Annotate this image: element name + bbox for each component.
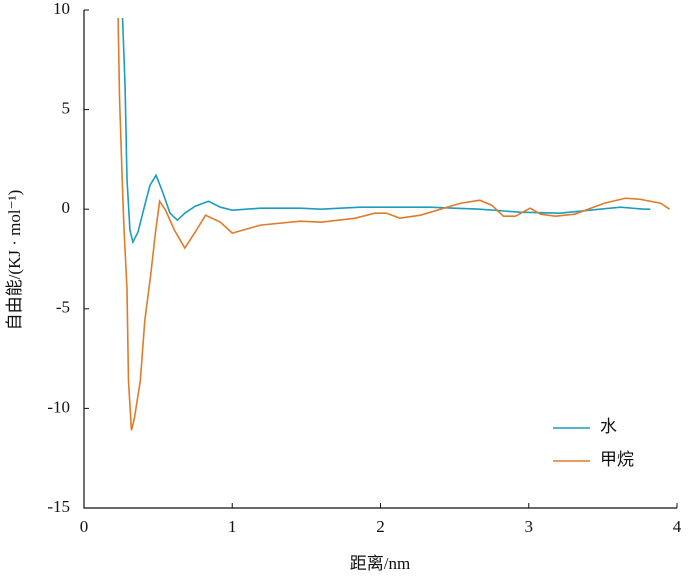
x-tick-label: 1 [228, 517, 237, 536]
y-tick-label: 10 [53, 0, 70, 18]
x-tick-label: 0 [80, 517, 89, 536]
y-axis-title: 自由能/(KJ · mol⁻¹) [5, 190, 24, 331]
y-tick-label: -5 [56, 298, 70, 317]
series-line [117, 17, 671, 431]
x-axis-title: 距离/nm [350, 554, 410, 573]
x-tick-label: 2 [376, 517, 385, 536]
x-tick-label: 4 [673, 517, 682, 536]
legend-label: 水 [600, 417, 617, 436]
y-tick-label: -10 [47, 397, 70, 416]
y-tick-label: 5 [62, 99, 71, 118]
legend-label: 甲烷 [600, 450, 634, 469]
y-tick-label: 0 [62, 198, 71, 217]
series-line [121, 17, 651, 245]
y-tick-label: -15 [47, 497, 70, 516]
x-tick-label: 3 [525, 517, 534, 536]
axes [83, 10, 677, 509]
